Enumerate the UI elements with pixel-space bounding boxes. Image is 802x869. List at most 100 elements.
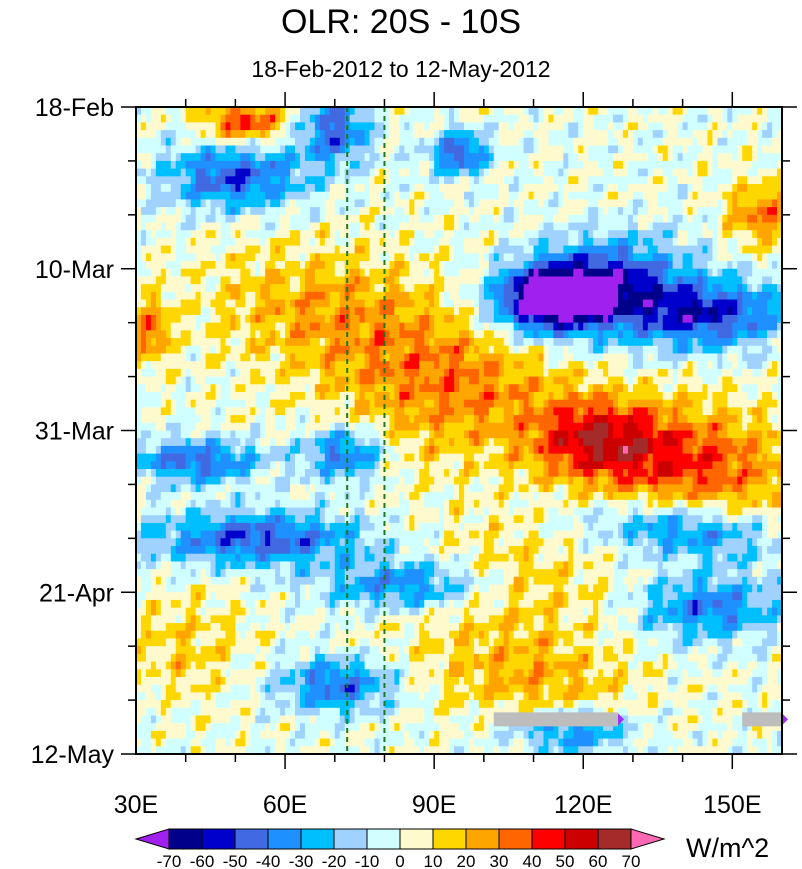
field-cell [414, 199, 420, 208]
field-cell [255, 191, 261, 201]
field-cell [255, 314, 261, 324]
field-cell [682, 145, 689, 154]
field-cell [687, 137, 694, 147]
field-cell [394, 361, 400, 370]
field-cell [379, 338, 386, 347]
field-cell [354, 353, 361, 362]
field-cell [637, 184, 644, 193]
field-cell [618, 291, 624, 301]
field-cell [454, 368, 460, 378]
field-cell [543, 214, 550, 224]
field-cell [394, 368, 400, 378]
field-cell [737, 207, 743, 216]
field-cell [459, 237, 465, 247]
field-cell [265, 199, 271, 208]
field-cell [667, 284, 674, 293]
field-cell [777, 361, 783, 370]
field-cell [672, 230, 679, 239]
field-cell [354, 361, 361, 370]
field-cell [642, 130, 649, 139]
field-cell [478, 384, 485, 393]
field-cell [518, 361, 525, 370]
field-cell [374, 338, 381, 347]
field-cell [329, 184, 336, 193]
field-cell [473, 114, 480, 123]
field-cell [772, 353, 778, 362]
field-cell [632, 222, 639, 231]
field-cell [449, 338, 455, 347]
field-cell [429, 130, 435, 139]
field-cell [717, 353, 723, 362]
field-cell [255, 184, 261, 193]
field-cell [538, 276, 545, 285]
field-cell [528, 361, 535, 370]
field-cell [752, 368, 758, 378]
field-cell [478, 353, 485, 362]
field-cell [399, 261, 405, 270]
field-cell [200, 184, 207, 193]
field-cell [548, 261, 555, 270]
field-cell [215, 168, 222, 177]
field-cell [508, 314, 515, 324]
field-cell [185, 322, 192, 331]
field-cell [190, 330, 197, 339]
field-cell [170, 191, 177, 201]
field-cell [727, 191, 733, 201]
field-cell [637, 114, 644, 123]
field-cell [175, 145, 182, 154]
field-cell [255, 114, 261, 123]
field-cell [697, 284, 704, 293]
field-cell [175, 237, 182, 247]
field-cell [210, 230, 217, 239]
field-cell [449, 207, 455, 216]
field-cell [608, 160, 614, 170]
field-cell [319, 353, 326, 362]
field-cell [722, 114, 728, 123]
field-cell [195, 368, 202, 378]
field-cell [140, 184, 147, 193]
field-cell [493, 376, 500, 385]
field-cell [777, 130, 783, 139]
field-cell [225, 261, 232, 270]
field-cell [275, 330, 281, 339]
field-cell [210, 176, 217, 185]
field-cell [747, 314, 753, 324]
field-cell [538, 322, 545, 331]
field-cell [603, 261, 609, 270]
field-cell [419, 237, 425, 247]
field-cell [444, 330, 450, 339]
field-cell [473, 199, 480, 208]
field-cell [215, 107, 222, 116]
field-cell [140, 214, 147, 224]
field-cell [275, 368, 281, 378]
field-cell [329, 384, 336, 393]
field-cell [215, 276, 222, 285]
field-cell [647, 145, 654, 154]
field-cell [384, 376, 391, 385]
field-cell [399, 253, 405, 262]
field-cell [513, 353, 520, 362]
field-cell [235, 399, 241, 408]
field-cell [513, 184, 520, 193]
field-cell [583, 230, 589, 239]
field-cell [483, 168, 490, 177]
field-cell [727, 184, 733, 193]
field-cell [260, 214, 266, 224]
field-cell [563, 291, 569, 301]
field-cell [314, 330, 321, 339]
field-cell [190, 391, 197, 401]
field-cell [618, 237, 624, 247]
field-cell [762, 122, 768, 131]
field-cell [200, 253, 207, 262]
field-cell [379, 399, 386, 408]
field-cell [175, 130, 182, 139]
field-cell [444, 322, 450, 331]
field-cell [568, 391, 574, 401]
field-cell [757, 253, 763, 262]
field-cell [140, 160, 147, 170]
field-cell [210, 222, 217, 231]
field-cell [334, 276, 341, 285]
field-cell [508, 184, 515, 193]
field-cell [459, 145, 465, 154]
field-cell [369, 153, 376, 162]
